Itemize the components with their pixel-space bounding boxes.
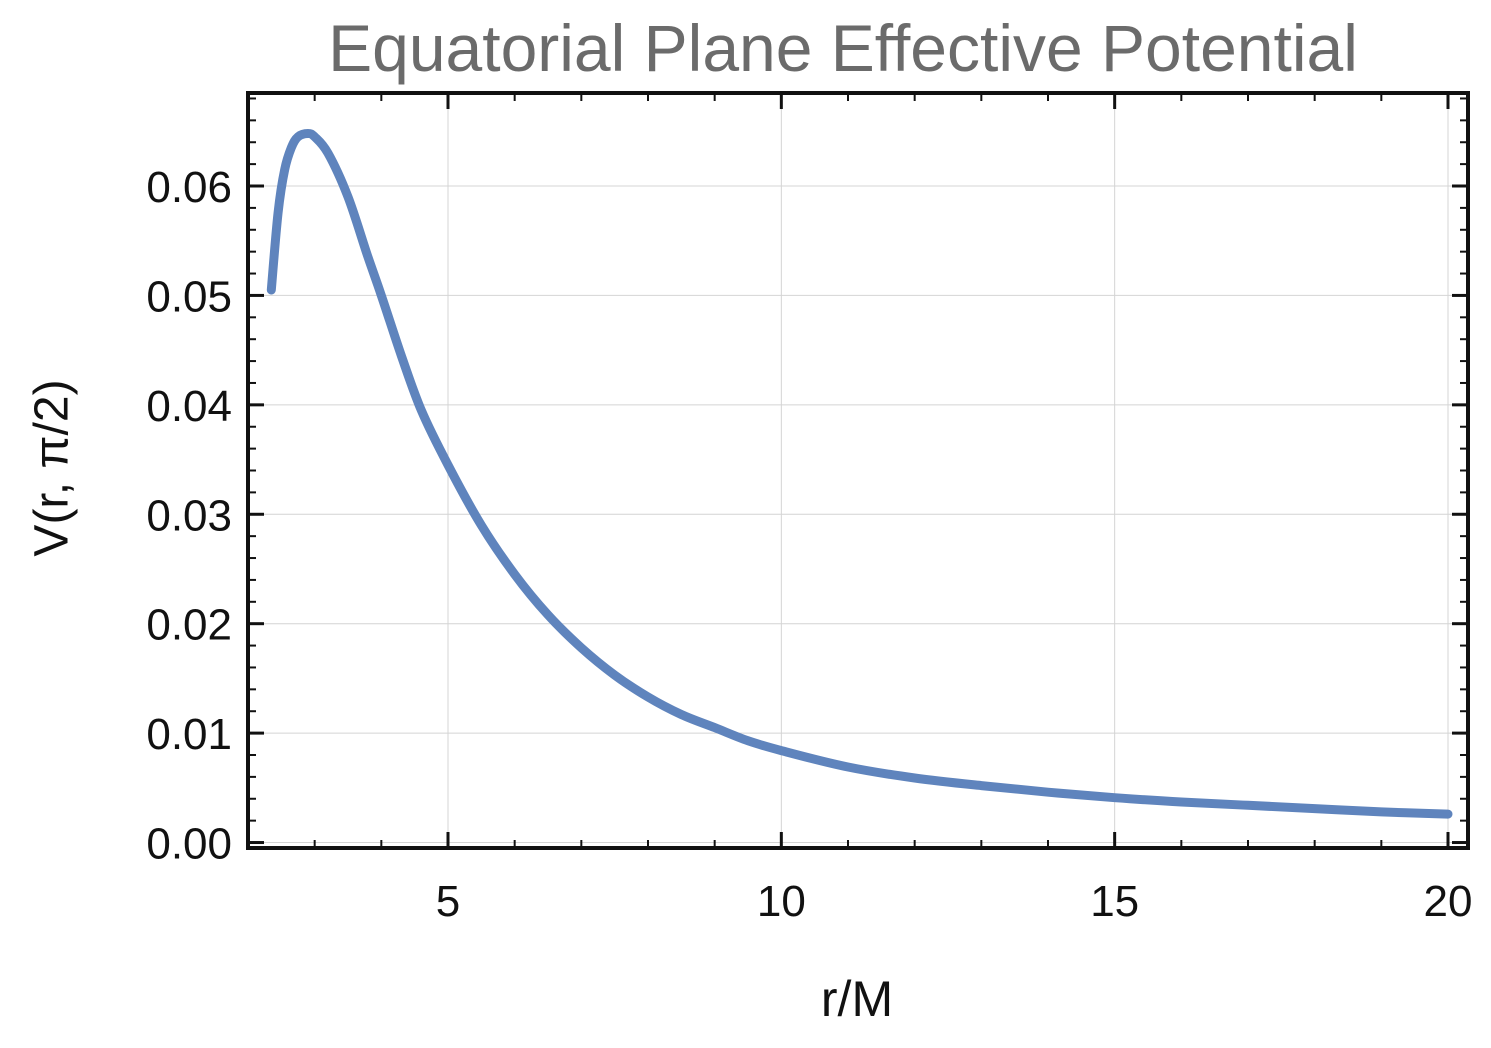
x-tick-label: 10 [757, 877, 806, 926]
y-tick-label: 0.06 [146, 163, 232, 212]
series-line [266, 129, 1453, 819]
y-tick-label: 0.05 [146, 272, 232, 321]
y-tick-label: 0.03 [146, 491, 232, 540]
x-tick-label: 15 [1090, 877, 1139, 926]
series-layer [266, 129, 1453, 819]
tick-labels: 5 10 15 20 0.00 0.01 0.02 0.03 0.04 0.05 0.06 [146, 163, 1472, 926]
axis-ticks [248, 93, 1468, 848]
y-tick-label: 0.02 [146, 601, 232, 650]
chart-title: Equatorial Plane Effective Potential [328, 11, 1358, 85]
y-tick-label: 0.01 [146, 710, 232, 759]
plot-frame [246, 91, 1470, 850]
grid-lines [248, 93, 1468, 848]
y-tick-label: 0.00 [146, 820, 232, 869]
x-tick-label: 20 [1424, 877, 1473, 926]
y-tick-label: 0.04 [146, 382, 232, 431]
x-tick-label: 5 [436, 877, 460, 926]
x-axis-label: r/M [820, 971, 894, 1027]
